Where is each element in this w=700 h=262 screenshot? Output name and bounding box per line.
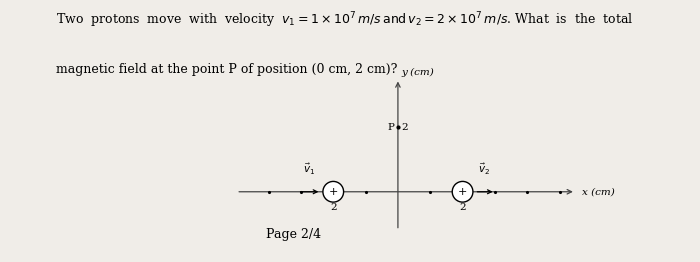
Text: +: + xyxy=(328,187,338,197)
Text: 2: 2 xyxy=(330,203,337,212)
Text: Page 2/4: Page 2/4 xyxy=(267,228,321,241)
Text: y (cm): y (cm) xyxy=(402,68,435,77)
Text: x (cm): x (cm) xyxy=(582,187,615,196)
Text: 2: 2 xyxy=(402,123,408,132)
Text: 2: 2 xyxy=(459,203,466,212)
Text: $\vec{v}_2$: $\vec{v}_2$ xyxy=(477,162,489,177)
Text: $\vec{v}_1$: $\vec{v}_1$ xyxy=(303,162,315,177)
Text: Two  protons  move  with  velocity  $v_1 =1\times10^7\,m/s\,\mathrm{and}\,v_2 = : Two protons move with velocity $v_1 =1\t… xyxy=(56,10,634,30)
Text: +: + xyxy=(458,187,468,197)
Text: P: P xyxy=(387,123,394,132)
Circle shape xyxy=(452,181,473,202)
Circle shape xyxy=(323,181,344,202)
Text: magnetic field at the point P of position (0 cm, 2 cm)?: magnetic field at the point P of positio… xyxy=(56,63,398,76)
